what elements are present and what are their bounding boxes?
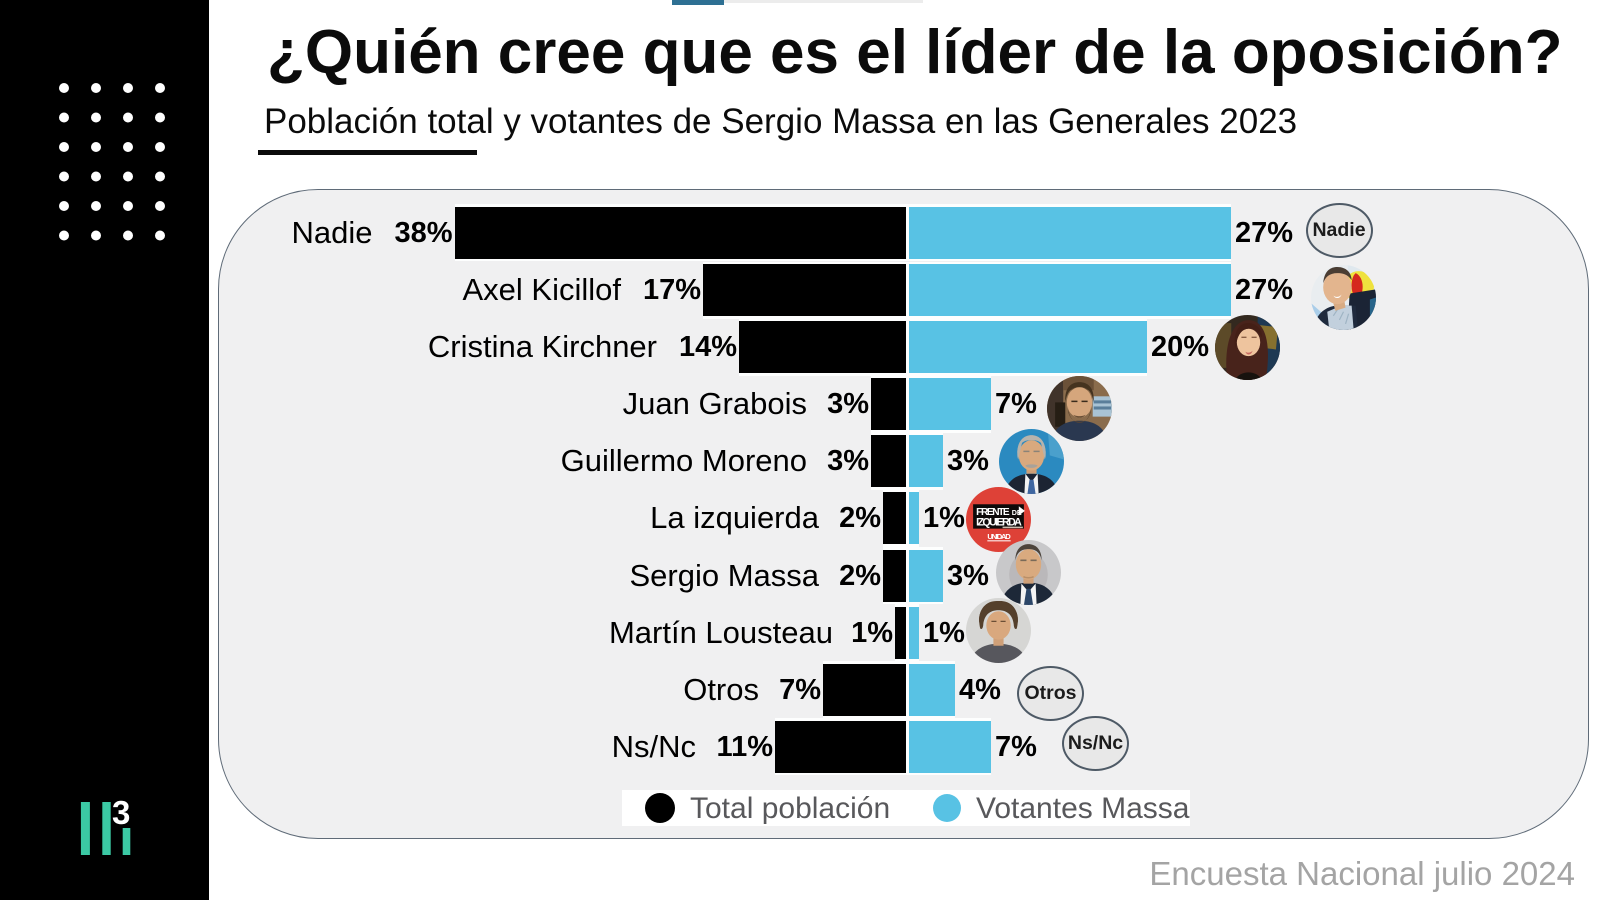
svg-text:DE: DE	[1012, 509, 1022, 517]
svg-text:UNIDAD: UNIDAD	[987, 532, 1011, 541]
svg-text:FRENTE: FRENTE	[976, 507, 1010, 518]
svg-text:3: 3	[112, 794, 130, 831]
svg-text:IZQUIERDA: IZQUIERDA	[976, 517, 1022, 529]
